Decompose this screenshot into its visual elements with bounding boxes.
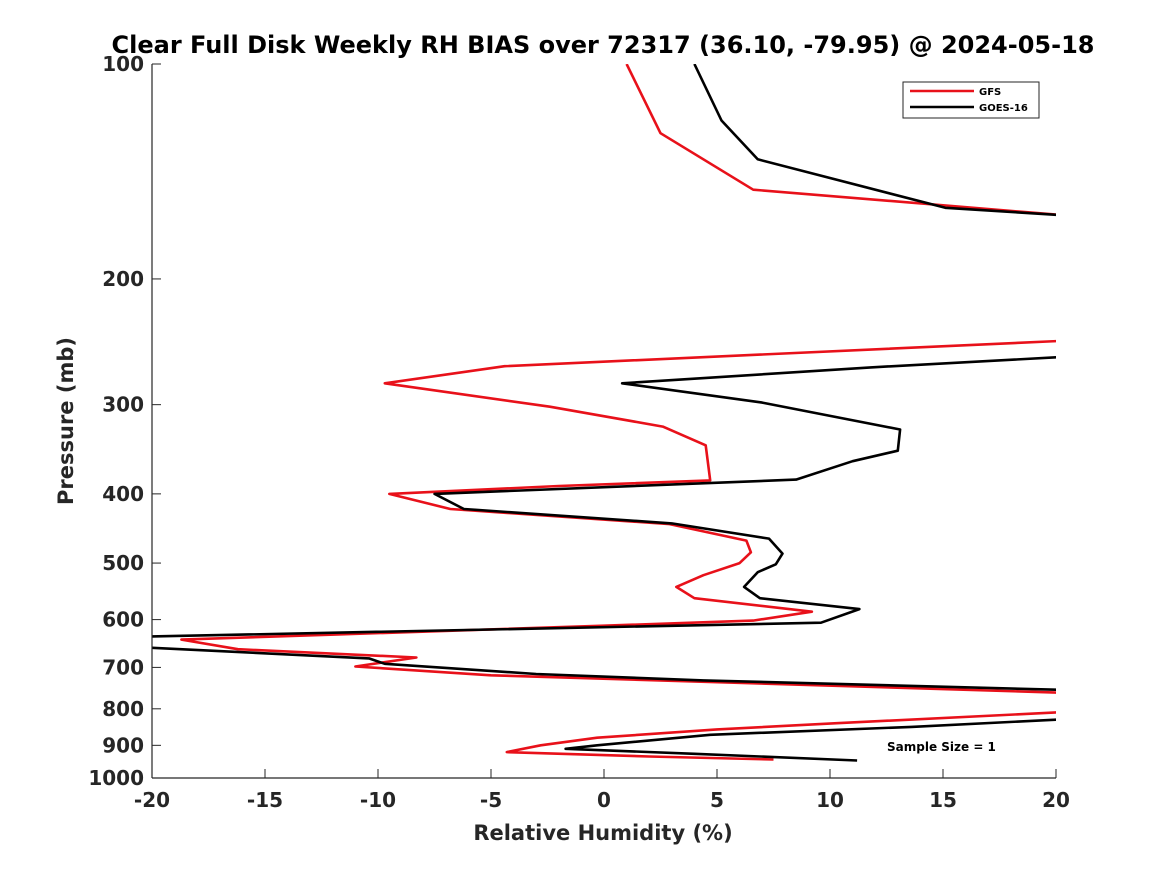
- x-tick-label: -15: [247, 788, 283, 812]
- series-line-goes16: [152, 64, 1056, 762]
- x-tick-label: 15: [929, 788, 957, 812]
- y-tick-label: 500: [102, 551, 144, 575]
- y-tick-label: 1000: [88, 766, 144, 790]
- y-tick-label: 700: [102, 655, 144, 679]
- y-tick-label: 600: [102, 608, 144, 632]
- x-axis-label: Relative Humidity (%): [473, 821, 732, 845]
- x-tick-label: -20: [134, 788, 170, 812]
- x-axis-ticks: -20 -15 -10 -5 0 5 10 15 20: [134, 769, 1070, 812]
- sample-size-annotation: Sample Size = 1: [887, 740, 996, 754]
- y-tick-label: 300: [102, 393, 144, 417]
- legend-box: [902, 81, 1040, 119]
- x-tick-label: 0: [597, 788, 611, 812]
- y-tick-label: 100: [102, 52, 144, 76]
- legend-label-goes16: GOES-16: [979, 103, 1028, 114]
- plot-lines: [152, 64, 1056, 762]
- x-tick-label: -5: [480, 788, 502, 812]
- y-tick-label: 900: [102, 733, 144, 757]
- plot-area: [152, 64, 1056, 778]
- chart-title: Clear Full Disk Weekly RH BIAS over 7231…: [112, 31, 1095, 59]
- y-axis-ticks: 100 200 300 400 500 600 700 800 900 1000: [88, 52, 161, 790]
- y-tick-label: 400: [102, 482, 144, 506]
- y-tick-label: 800: [102, 697, 144, 721]
- y-tick-label: 200: [102, 267, 144, 291]
- x-tick-label: 5: [710, 788, 724, 812]
- x-tick-label: 20: [1042, 788, 1070, 812]
- legend-label-gfs: GFS: [979, 87, 1001, 98]
- legend: GFS GOES-16: [902, 81, 1040, 119]
- x-tick-label: -10: [360, 788, 396, 812]
- series-line-gfs: [180, 64, 1056, 761]
- x-tick-label: 10: [816, 788, 844, 812]
- y-axis-label: Pressure (mb): [54, 337, 78, 505]
